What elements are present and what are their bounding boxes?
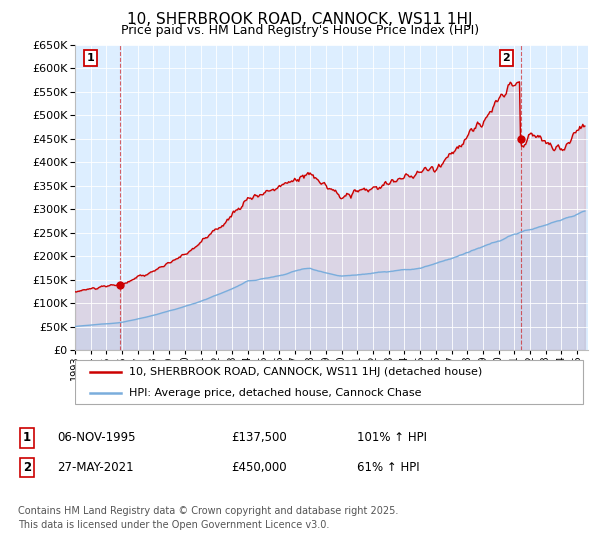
Text: 1: 1: [23, 431, 31, 445]
Text: 2: 2: [503, 53, 510, 63]
Text: 10, SHERBROOK ROAD, CANNOCK, WS11 1HJ: 10, SHERBROOK ROAD, CANNOCK, WS11 1HJ: [127, 12, 473, 27]
Text: £137,500: £137,500: [231, 431, 287, 445]
Text: 61% ↑ HPI: 61% ↑ HPI: [357, 461, 419, 474]
Text: 1: 1: [87, 53, 95, 63]
Text: 06-NOV-1995: 06-NOV-1995: [57, 431, 136, 445]
FancyBboxPatch shape: [75, 360, 583, 404]
Text: Price paid vs. HM Land Registry's House Price Index (HPI): Price paid vs. HM Land Registry's House …: [121, 24, 479, 36]
Text: HPI: Average price, detached house, Cannock Chase: HPI: Average price, detached house, Cann…: [129, 388, 421, 398]
Text: £450,000: £450,000: [231, 461, 287, 474]
Text: 101% ↑ HPI: 101% ↑ HPI: [357, 431, 427, 445]
Text: Contains HM Land Registry data © Crown copyright and database right 2025.
This d: Contains HM Land Registry data © Crown c…: [18, 506, 398, 530]
Text: 27-MAY-2021: 27-MAY-2021: [57, 461, 134, 474]
Text: 2: 2: [23, 461, 31, 474]
Text: 10, SHERBROOK ROAD, CANNOCK, WS11 1HJ (detached house): 10, SHERBROOK ROAD, CANNOCK, WS11 1HJ (d…: [129, 367, 482, 377]
